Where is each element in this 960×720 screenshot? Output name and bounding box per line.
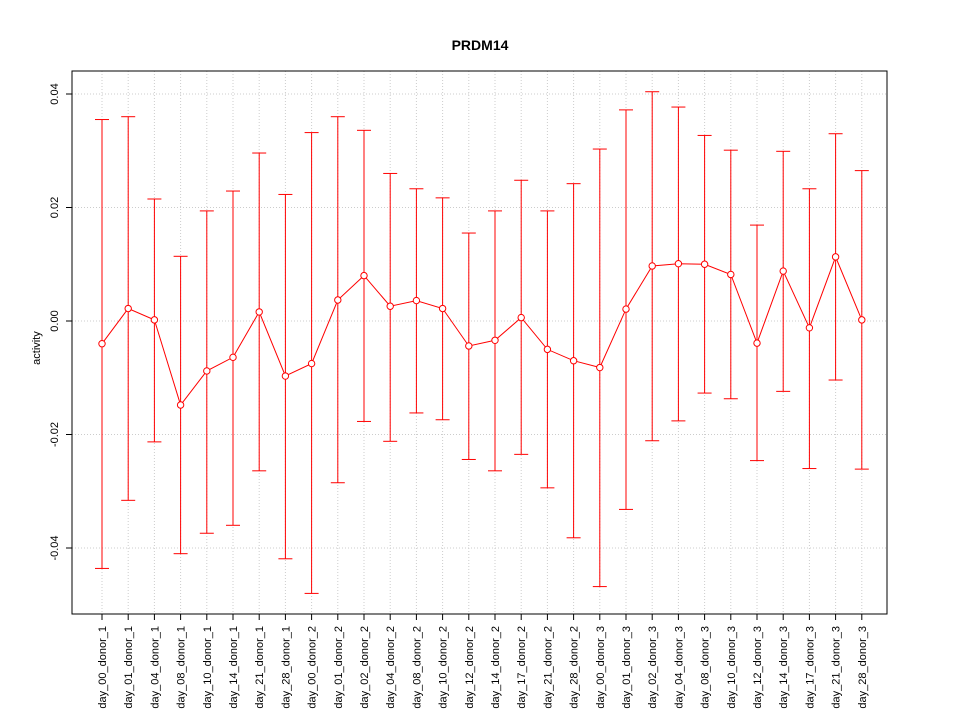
grid-layer	[72, 71, 887, 614]
data-point	[727, 270, 735, 279]
y-tick-label: 0.02	[49, 197, 61, 218]
data-point	[465, 342, 473, 350]
x-tick-label: day_14_donor_2	[490, 626, 502, 709]
data-point	[596, 363, 604, 372]
x-tick-label: day_21_donor_1	[254, 626, 266, 709]
x-tick-label: day_14_donor_3	[778, 626, 790, 709]
x-tick-label: day_00_donor_1	[97, 626, 109, 709]
data-point	[517, 313, 525, 322]
data-point	[98, 340, 106, 348]
x-tick-label: day_10_donor_3	[726, 626, 738, 709]
data-point	[674, 259, 683, 268]
y-tick-label: -0.04	[49, 535, 61, 560]
data-point	[255, 308, 263, 316]
x-tick-label: day_00_donor_2	[307, 626, 319, 709]
x-tick-label: day_04_donor_1	[149, 626, 161, 709]
data-point	[229, 353, 237, 362]
plot-frame	[71, 70, 888, 615]
x-tick-label: day_21_donor_3	[831, 626, 843, 709]
data-point	[648, 262, 656, 270]
x-tick-label: day_14_donor_1	[228, 626, 240, 709]
x-tick-label: day_02_donor_3	[647, 626, 659, 709]
data-point	[281, 372, 290, 380]
x-tick-label: day_17_donor_2	[516, 626, 528, 709]
data-point	[307, 359, 316, 368]
x-tick-label: day_21_donor_2	[542, 626, 554, 709]
x-tick-label: day_10_donor_2	[438, 626, 450, 709]
chart-title: PRDM14	[452, 37, 509, 53]
data-point	[438, 304, 447, 313]
series-line	[101, 255, 863, 407]
data-point	[543, 345, 552, 354]
x-tick-label: day_01_donor_3	[621, 626, 633, 709]
data-point	[569, 357, 578, 365]
data-point	[412, 296, 421, 305]
x-tick-label: day_17_donor_3	[804, 626, 816, 709]
data-point	[805, 324, 814, 332]
data-point	[124, 304, 132, 313]
x-tick-label: day_08_donor_3	[700, 626, 712, 709]
y-tick-label: 0.00	[49, 310, 61, 331]
data-point	[700, 260, 709, 268]
axes-layer: -0.04 -0.02 0.00 0.02 0.04 day_00_donor_1 day_…	[49, 70, 888, 709]
x-tick-label: day_12_donor_2	[464, 626, 476, 709]
data-point	[386, 302, 394, 310]
data-point	[334, 296, 342, 304]
y-axis-label: activity	[31, 331, 43, 365]
x-tick-label: day_04_donor_3	[673, 626, 685, 709]
data-point	[858, 316, 866, 324]
data-point	[491, 336, 499, 344]
x-tick-label: day_08_donor_1	[176, 626, 188, 709]
data-point	[176, 401, 185, 409]
data-point	[753, 339, 761, 347]
x-tick-label: day_28_donor_1	[280, 626, 292, 709]
x-tick-label: day_04_donor_2	[385, 626, 397, 709]
x-tick-label: day_01_donor_1	[123, 626, 135, 709]
data-point	[360, 271, 368, 280]
x-tick-label: day_02_donor_2	[359, 626, 371, 709]
series-layer	[95, 91, 869, 594]
x-tick-label: day_28_donor_2	[569, 626, 581, 709]
x-tick-label: day_08_donor_2	[411, 626, 423, 709]
x-tick-label: day_00_donor_3	[595, 626, 607, 709]
y-tick-label: -0.02	[49, 422, 61, 447]
data-point	[831, 253, 840, 261]
data-point	[203, 367, 211, 375]
x-tick-label: day_12_donor_3	[752, 626, 764, 709]
x-tick-label: day_10_donor_1	[202, 626, 214, 709]
x-tick-label: day_01_donor_2	[333, 626, 345, 709]
x-tick-label: day_28_donor_3	[857, 626, 869, 709]
y-tick-label: 0.04	[49, 83, 61, 104]
data-point	[779, 267, 787, 275]
data-point	[150, 316, 159, 324]
data-point	[622, 305, 630, 313]
